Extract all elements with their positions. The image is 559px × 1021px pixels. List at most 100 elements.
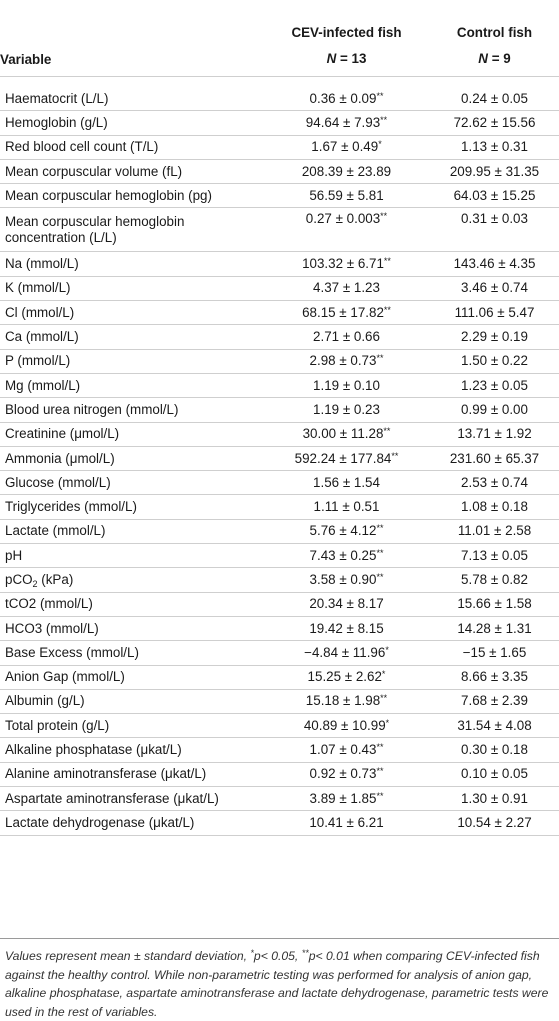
- control-value-cell: 143.46 ± 4.35: [430, 251, 559, 277]
- control-value-cell: 3.46 ± 0.74: [430, 276, 559, 302]
- control-value-cell: 11.01 ± 2.58: [430, 519, 559, 545]
- cev-value-cell: 0.36 ± 0.09**: [263, 87, 430, 112]
- variable-cell: Albumin (g/L): [0, 689, 263, 715]
- table-row: Anion Gap (mmol/L) 15.25 ± 2.62* 8.66 ± …: [0, 665, 559, 690]
- cev-value-cell: 15.25 ± 2.62*: [263, 665, 430, 690]
- table-footnote: Values represent mean ± standard deviati…: [5, 948, 549, 1019]
- control-value-cell: −15 ± 1.65: [430, 640, 559, 666]
- control-value-cell: 0.30 ± 0.18: [430, 737, 559, 763]
- cev-value-cell: 15.18 ± 1.98**: [263, 689, 430, 715]
- table-row: Alanine aminotransferase (μkat/L) 0.92 ±…: [0, 762, 559, 788]
- cev-value-cell: 40.89 ± 10.99*: [263, 713, 430, 739]
- variable-cell: Glucose (mmol/L): [0, 470, 263, 496]
- control-value-cell: 5.78 ± 0.82: [430, 567, 559, 593]
- header-row-n: N = 13 N = 9: [0, 40, 559, 77]
- cev-value-cell: 1.19 ± 0.23: [263, 397, 430, 423]
- control-value-cell: 7.13 ± 0.05: [430, 543, 559, 569]
- control-value-cell: 2.53 ± 0.74: [430, 470, 559, 496]
- cev-value-cell: 1.07 ± 0.43**: [263, 737, 430, 763]
- control-value-cell: 10.54 ± 2.27: [430, 810, 559, 836]
- cev-value-cell: 1.19 ± 0.10: [263, 373, 430, 399]
- control-value-cell: 1.13 ± 0.31: [430, 135, 559, 160]
- variable-cell: pH: [0, 543, 263, 569]
- control-value-cell: 1.23 ± 0.05: [430, 373, 559, 399]
- control-value-cell: 0.99 ± 0.00: [430, 397, 559, 423]
- variable-cell: Hemoglobin (g/L): [0, 110, 263, 136]
- variable-cell: Lactate dehydrogenase (μkat/L): [0, 810, 263, 836]
- cev-value-cell: 0.92 ± 0.73**: [263, 762, 430, 788]
- control-value-cell: 0.24 ± 0.05: [430, 87, 559, 112]
- table-row: Mg (mmol/L) 1.19 ± 0.10 1.23 ± 0.05: [0, 373, 559, 399]
- cev-value-cell: 68.15 ± 17.82**: [263, 300, 430, 326]
- variable-cell: Ammonia (μmol/L): [0, 446, 263, 472]
- results-table: Variable CEV-infected fish Control fish …: [0, 0, 559, 836]
- variable-cell: Na (mmol/L): [0, 251, 263, 277]
- table-row: pH 7.43 ± 0.25** 7.13 ± 0.05: [0, 543, 559, 569]
- cev-value-cell: 5.76 ± 4.12**: [263, 519, 430, 545]
- variable-cell: Anion Gap (mmol/L): [0, 665, 263, 690]
- control-value-cell: 2.29 ± 0.19: [430, 324, 559, 350]
- table-row: Glucose (mmol/L) 1.56 ± 1.54 2.53 ± 0.74: [0, 470, 559, 496]
- variable-cell: HCO3 (mmol/L): [0, 616, 263, 642]
- cev-value-cell: 30.00 ± 11.28**: [263, 422, 430, 447]
- cev-value-cell: 1.67 ± 0.49*: [263, 135, 430, 160]
- variable-cell: Alkaline phosphatase (μkat/L): [0, 737, 263, 763]
- table-row: Blood urea nitrogen (mmol/L) 1.19 ± 0.23…: [0, 397, 559, 423]
- control-value-cell: 1.30 ± 0.91: [430, 786, 559, 812]
- variable-cell: Triglycerides (mmol/L): [0, 494, 263, 520]
- variable-cell: Haematocrit (L/L): [0, 87, 263, 112]
- table-row: Base Excess (mmol/L) −4.84 ± 11.96* −15 …: [0, 640, 559, 666]
- cev-value-cell: 1.11 ± 0.51: [263, 494, 430, 520]
- table-spacer: [0, 77, 559, 88]
- variable-cell: Blood urea nitrogen (mmol/L): [0, 397, 263, 423]
- table-row: Lactate dehydrogenase (μkat/L) 10.41 ± 6…: [0, 810, 559, 836]
- control-value-cell: 31.54 ± 4.08: [430, 713, 559, 739]
- table-row: Mean corpuscular hemoglobin concentration…: [0, 207, 559, 253]
- cev-value-cell: 94.64 ± 7.93**: [263, 110, 430, 136]
- cev-value-cell: 4.37 ± 1.23: [263, 276, 430, 302]
- cev-value-cell: 2.98 ± 0.73**: [263, 349, 430, 374]
- variable-column-header: Variable: [0, 0, 263, 77]
- control-value-cell: 0.31 ± 0.03: [430, 207, 559, 253]
- control-value-cell: 8.66 ± 3.35: [430, 665, 559, 690]
- table-row: Ammonia (μmol/L) 592.24 ± 177.84** 231.6…: [0, 446, 559, 472]
- variable-cell: Cl (mmol/L): [0, 300, 263, 326]
- cev-value-cell: 2.71 ± 0.66: [263, 324, 430, 350]
- cev-value-cell: 0.27 ± 0.003**: [263, 207, 430, 253]
- variable-cell: Ca (mmol/L): [0, 324, 263, 350]
- variable-cell: Mean corpuscular hemoglobin concentration…: [0, 207, 263, 253]
- cev-value-cell: −4.84 ± 11.96*: [263, 640, 430, 666]
- table-row: HCO3 (mmol/L) 19.42 ± 8.15 14.28 ± 1.31: [0, 616, 559, 642]
- table-row: Cl (mmol/L) 68.15 ± 17.82** 111.06 ± 5.4…: [0, 300, 559, 326]
- table-row: Alkaline phosphatase (μkat/L) 1.07 ± 0.4…: [0, 737, 559, 763]
- table-row: Hemoglobin (g/L) 94.64 ± 7.93** 72.62 ± …: [0, 110, 559, 136]
- table-row: Red blood cell count (T/L) 1.67 ± 0.49* …: [0, 135, 559, 160]
- cev-value-cell: 10.41 ± 6.21: [263, 810, 430, 836]
- cev-value-cell: 20.34 ± 8.17: [263, 592, 430, 617]
- control-value-cell: 15.66 ± 1.58: [430, 592, 559, 617]
- variable-cell: K (mmol/L): [0, 276, 263, 302]
- cev-value-cell: 103.32 ± 6.71**: [263, 251, 430, 277]
- variable-cell: Red blood cell count (T/L): [0, 135, 263, 160]
- cev-value-cell: 208.39 ± 23.89: [263, 159, 430, 185]
- control-value-cell: 111.06 ± 5.47: [430, 300, 559, 326]
- table-row: Total protein (g/L) 40.89 ± 10.99* 31.54…: [0, 713, 559, 739]
- control-value-cell: 13.71 ± 1.92: [430, 422, 559, 447]
- control-value-cell: 1.08 ± 0.18: [430, 494, 559, 520]
- table-row: Albumin (g/L) 15.18 ± 1.98** 7.68 ± 2.39: [0, 689, 559, 715]
- table-row: Triglycerides (mmol/L) 1.11 ± 0.51 1.08 …: [0, 494, 559, 520]
- cev-value-cell: 19.42 ± 8.15: [263, 616, 430, 642]
- control-value-cell: 209.95 ± 31.35: [430, 159, 559, 185]
- table-header: Variable CEV-infected fish Control fish …: [0, 0, 559, 77]
- table-row: tCO2 (mmol/L) 20.34 ± 8.17 15.66 ± 1.58: [0, 592, 559, 617]
- variable-cell: Aspartate aminotransferase (μkat/L): [0, 786, 263, 812]
- variable-cell: Creatinine (μmol/L): [0, 422, 263, 447]
- table-row: Mean corpuscular hemoglobin (pg) 56.59 ±…: [0, 183, 559, 209]
- variable-cell: Lactate (mmol/L): [0, 519, 263, 545]
- header-row-groups: Variable CEV-infected fish Control fish: [0, 0, 559, 77]
- variable-cell: Base Excess (mmol/L): [0, 640, 263, 666]
- cev-value-cell: 592.24 ± 177.84**: [263, 446, 430, 472]
- table-row: Lactate (mmol/L) 5.76 ± 4.12** 11.01 ± 2…: [0, 519, 559, 545]
- variable-cell: Mean corpuscular hemoglobin (pg): [0, 183, 263, 209]
